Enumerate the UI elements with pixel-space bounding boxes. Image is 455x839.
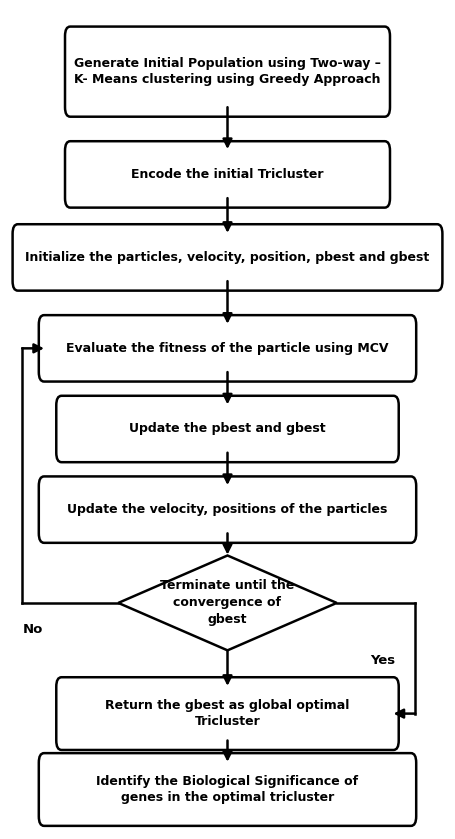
Text: Return the gbest as global optimal
Tricluster: Return the gbest as global optimal Tricl… bbox=[105, 699, 350, 728]
FancyBboxPatch shape bbox=[56, 677, 399, 750]
Text: No: No bbox=[23, 623, 43, 635]
FancyBboxPatch shape bbox=[39, 477, 416, 543]
FancyBboxPatch shape bbox=[39, 753, 416, 826]
FancyBboxPatch shape bbox=[65, 141, 390, 207]
Text: Initialize the particles, velocity, position, pbest and gbest: Initialize the particles, velocity, posi… bbox=[25, 251, 430, 264]
Text: Identify the Biological Significance of
genes in the optimal tricluster: Identify the Biological Significance of … bbox=[96, 774, 359, 805]
Text: Update the velocity, positions of the particles: Update the velocity, positions of the pa… bbox=[67, 503, 388, 516]
FancyBboxPatch shape bbox=[13, 224, 442, 290]
Polygon shape bbox=[118, 555, 337, 650]
Text: Yes: Yes bbox=[370, 654, 395, 667]
Text: Encode the initial Tricluster: Encode the initial Tricluster bbox=[131, 168, 324, 181]
Text: Update the pbest and gbest: Update the pbest and gbest bbox=[129, 423, 326, 435]
FancyBboxPatch shape bbox=[39, 315, 416, 382]
Text: Generate Initial Population using Two-way –
K- Means clustering using Greedy App: Generate Initial Population using Two-wa… bbox=[74, 57, 381, 86]
FancyBboxPatch shape bbox=[65, 27, 390, 117]
Text: Evaluate the fitness of the particle using MCV: Evaluate the fitness of the particle usi… bbox=[66, 341, 389, 355]
FancyBboxPatch shape bbox=[56, 396, 399, 462]
Text: Terminate until the
convergence of
gbest: Terminate until the convergence of gbest bbox=[160, 580, 295, 627]
